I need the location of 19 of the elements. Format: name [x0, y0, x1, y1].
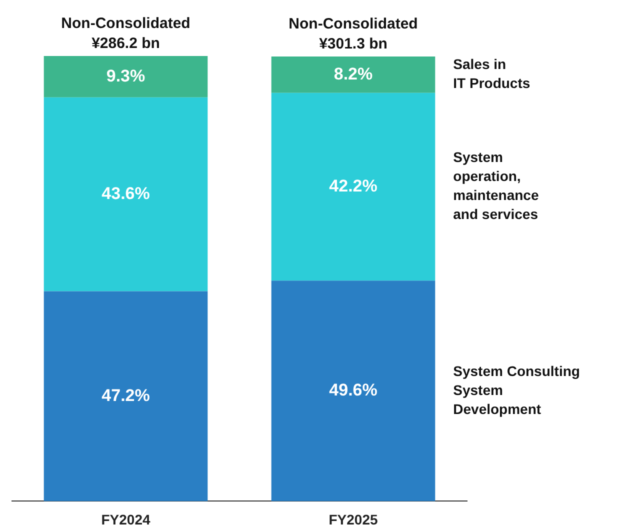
data-label: 43.6% [102, 184, 150, 204]
data-label: 9.3% [106, 66, 146, 86]
data-label: 47.2% [102, 386, 150, 405]
data-label: 42.2% [329, 176, 378, 196]
bar [44, 97, 208, 292]
total-label: Non-Consolidated ¥301.3 bn [288, 16, 418, 53]
x-tick-label: FY2025 [328, 511, 378, 528]
bar [44, 56, 208, 98]
bar [44, 291, 208, 502]
x-tick-label: FY2024 [101, 511, 150, 528]
data-label: 8.2% [334, 64, 373, 84]
total-label: Non-Consolidated ¥286.2 bn [61, 15, 190, 52]
series-label: Sales in IT Products [453, 56, 530, 92]
bar [271, 56, 436, 93]
bar [271, 92, 436, 281]
data-label: 49.6% [329, 380, 378, 400]
bar [271, 280, 436, 502]
series-label: System Consulting System Development [453, 362, 580, 417]
series-label: System operation, maintenance and services [453, 149, 539, 222]
